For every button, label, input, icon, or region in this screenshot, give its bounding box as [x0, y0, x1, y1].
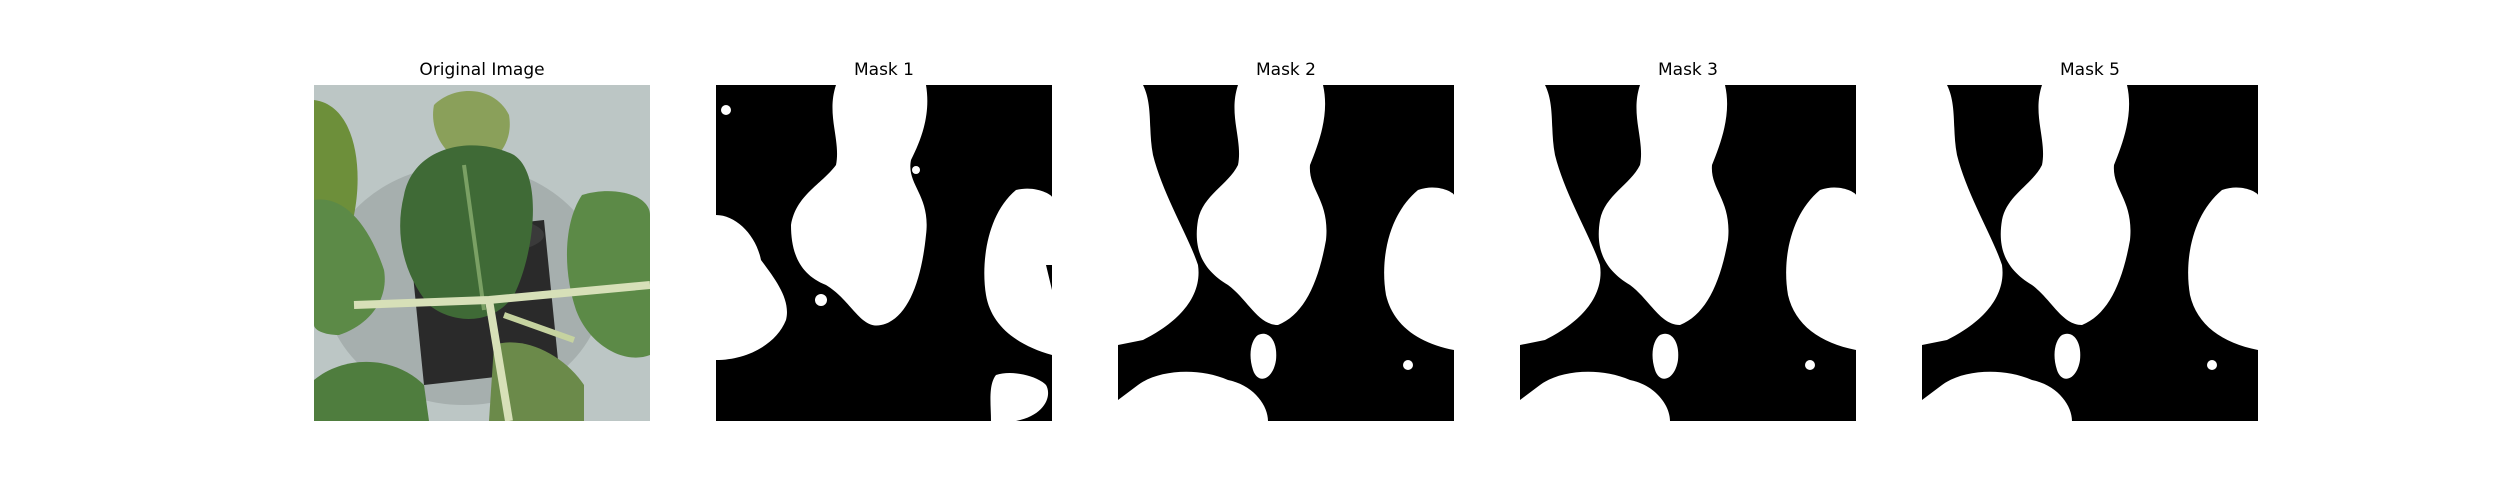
mask-1-image	[716, 85, 1052, 421]
mask-5-image	[1922, 85, 2258, 421]
mask-1-speck	[721, 105, 731, 115]
mask-2-image	[1118, 85, 1454, 421]
mask-3-speck	[1805, 360, 1815, 370]
panel-title-mask-5: Mask 5	[1922, 59, 2258, 81]
mask-1-speck	[815, 294, 827, 306]
mask-3-panel: Mask 3	[1520, 0, 1856, 500]
panel-title-mask-1: Mask 1	[716, 59, 1052, 81]
panel-title-mask-3: Mask 3	[1520, 59, 1856, 81]
mask-5-panel: Mask 5	[1922, 0, 2258, 500]
mask-2-panel: Mask 2	[1118, 0, 1454, 500]
mask-5-speck	[2207, 360, 2217, 370]
panel-title-original-image: Original Image	[314, 59, 650, 81]
original-plant-photo	[314, 85, 650, 421]
mask-1-speck	[912, 166, 920, 174]
mask-1-panel: Mask 1	[716, 0, 1052, 500]
mask-2-speck	[1403, 360, 1413, 370]
original-image-panel: Original Image	[314, 0, 650, 500]
panel-title-mask-2: Mask 2	[1118, 59, 1454, 81]
mask-3-image	[1520, 85, 1856, 421]
